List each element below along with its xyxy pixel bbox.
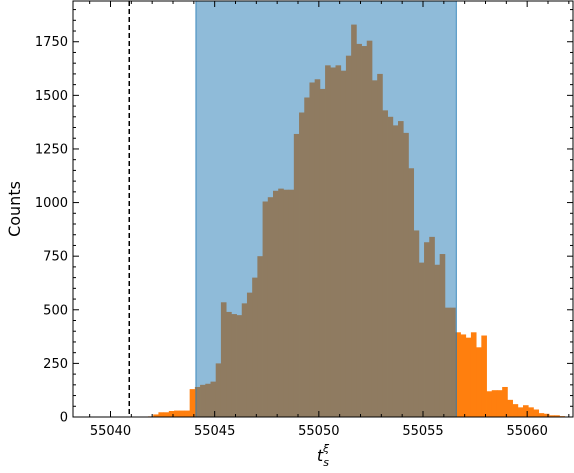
- x-tick-label: 55040: [90, 424, 131, 439]
- plot-frame: [72, 0, 574, 418]
- histogram-bar: [543, 413, 550, 417]
- x-tick-label: 55045: [194, 424, 235, 439]
- x-tick-label: 55060: [506, 424, 547, 439]
- histogram-bar: [460, 334, 467, 417]
- histogram-bar: [554, 415, 560, 417]
- histogram-bar: [481, 335, 487, 417]
- histogram-bar: [174, 410, 180, 417]
- histogram-bar: [158, 412, 165, 417]
- histogram-bar: [507, 399, 513, 417]
- y-tick-label: 1500: [35, 89, 68, 104]
- histogram-bar: [163, 412, 170, 417]
- x-tick-label: 55050: [298, 424, 339, 439]
- y-tick-labels: 0 250 500 750 1000 1250 1500 1750: [35, 35, 68, 425]
- histogram-bar: [538, 413, 545, 417]
- histogram-bar: [184, 410, 191, 417]
- histogram-bar: [179, 410, 185, 417]
- histogram-bar: [496, 390, 503, 417]
- histogram-bar: [502, 386, 508, 417]
- histogram-bar: [476, 347, 482, 417]
- y-tick-label: 1250: [35, 142, 68, 157]
- histogram-bar: [465, 337, 472, 417]
- histogram-bar: [486, 391, 493, 417]
- histogram-bar: [523, 405, 529, 417]
- y-tick-label: 0: [60, 411, 68, 426]
- histogram-bar: [512, 404, 519, 417]
- y-tick-label: 500: [43, 303, 68, 318]
- x-tick-labels: 55040 55045 55050 55055 55060: [90, 424, 548, 439]
- histogram-bar: [153, 414, 159, 417]
- x-axis-label-subscript: s: [323, 456, 329, 469]
- y-tick-label: 1750: [35, 35, 68, 50]
- y-axis-label: Counts: [5, 181, 24, 237]
- histogram-bar: [549, 415, 555, 417]
- histogram-bar: [189, 389, 196, 417]
- histogram-bar: [168, 410, 175, 417]
- x-axis-label-main: t: [317, 446, 324, 465]
- histogram-bar: [470, 332, 477, 417]
- histogram-bar: [455, 332, 461, 417]
- histogram-bar: [517, 407, 524, 417]
- histogram-bar: [533, 409, 540, 417]
- y-tick-label: 250: [43, 357, 68, 372]
- histogram-bar: [491, 390, 498, 417]
- x-axis-label-superscript: ξ: [322, 442, 330, 455]
- histogram-bar: [528, 407, 534, 417]
- x-axis-label: tsξ: [317, 442, 330, 469]
- highlight-band: [195, 0, 457, 418]
- x-tick-label: 55055: [402, 424, 443, 439]
- y-tick-label: 1000: [35, 196, 68, 211]
- y-tick-label: 750: [43, 250, 68, 265]
